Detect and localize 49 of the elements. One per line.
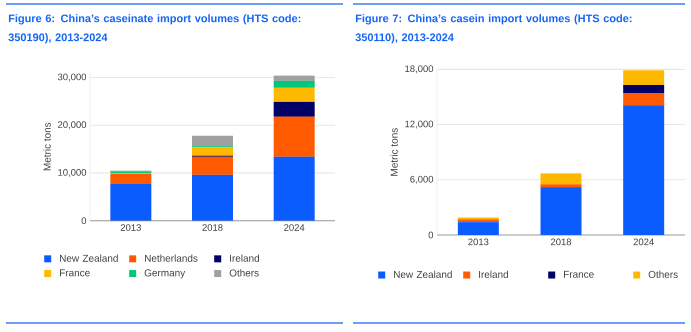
bar bbox=[192, 156, 234, 175]
bar bbox=[274, 76, 315, 81]
chart-title: Figure 6: China’s caseinate import volumes (HTS code: 350190), 2013-2024 bbox=[8, 14, 300, 44]
x-tick-label: 2018 bbox=[202, 224, 223, 231]
bar bbox=[274, 102, 315, 117]
y-axis-title: Metric tons bbox=[43, 122, 51, 170]
legend-label: France bbox=[60, 269, 90, 276]
bar bbox=[110, 184, 152, 221]
x-tick-label: 2018 bbox=[550, 238, 572, 246]
y-tick-label: 0 bbox=[428, 232, 434, 238]
y-axis-title: Metric tons bbox=[390, 128, 398, 176]
legend-label: New Zealand bbox=[60, 254, 118, 262]
legend-label: Ireland bbox=[479, 270, 508, 278]
bar bbox=[110, 174, 152, 184]
bar bbox=[274, 80, 315, 88]
bar bbox=[623, 93, 664, 106]
y-tick-label: 30,000 bbox=[58, 74, 86, 82]
y-tick-label: 20,000 bbox=[58, 121, 86, 130]
legend-label: France bbox=[564, 270, 594, 278]
chart-title: Figure 7: China’s casein import volumes (HTS code: 350110), 2013-2024 bbox=[355, 14, 632, 44]
x-tick-label: 2024 bbox=[284, 224, 304, 231]
x-tick-label: 2013 bbox=[120, 224, 141, 231]
bar bbox=[623, 105, 664, 235]
bar bbox=[274, 116, 315, 157]
y-tick-label: 10,000 bbox=[58, 169, 86, 177]
y-tick-label: 18,000 bbox=[405, 65, 434, 74]
x-tick-label: 2024 bbox=[634, 238, 654, 246]
bar bbox=[458, 219, 499, 222]
bar bbox=[274, 156, 315, 221]
legend-label: Others bbox=[230, 269, 259, 276]
legend-label: Netherlands bbox=[145, 254, 198, 262]
bar bbox=[540, 187, 582, 235]
bar bbox=[458, 222, 499, 235]
bar bbox=[540, 184, 582, 188]
legend-label: Ireland bbox=[230, 254, 260, 262]
bar bbox=[274, 88, 315, 102]
bar bbox=[192, 174, 234, 221]
legend-label: New Zealand bbox=[394, 270, 452, 278]
bar bbox=[192, 147, 234, 156]
x-tick-label: 2013 bbox=[468, 238, 488, 246]
legend-label: Germany bbox=[144, 269, 186, 278]
bar bbox=[192, 136, 234, 146]
bar bbox=[623, 70, 664, 85]
y-tick-label: 12,000 bbox=[405, 120, 434, 128]
y-tick-label: 6,000 bbox=[410, 176, 434, 184]
legend-label: Others bbox=[648, 270, 678, 278]
bar bbox=[623, 84, 664, 94]
bar bbox=[540, 173, 582, 184]
y-tick-label: 0 bbox=[82, 217, 86, 224]
